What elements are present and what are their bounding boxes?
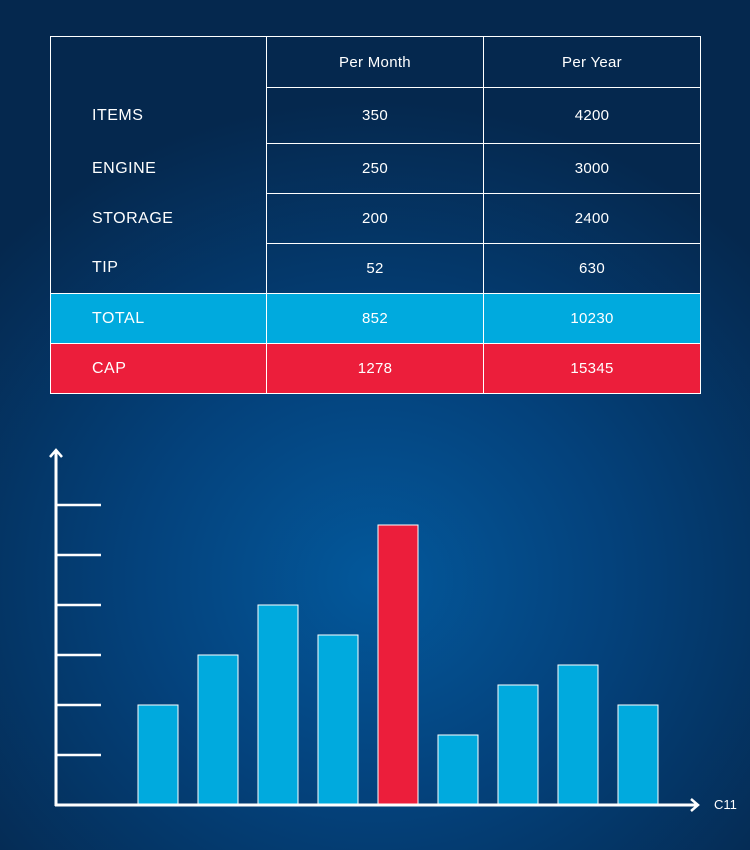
bar [497,684,539,806]
per-month-cell: 200 [266,193,484,244]
bar [197,654,239,806]
bar [617,704,659,806]
row-label: CAP [50,343,267,394]
per-year-cell: 10230 [483,293,701,344]
y-axis-arrow-icon [49,448,63,458]
row-label: ENGINE [50,143,267,194]
bar [137,704,179,806]
per-year-cell: 15345 [483,343,701,394]
bar [257,604,299,806]
table-row-total: TOTAL 852 10230 [50,293,701,344]
per-month-cell: 852 [266,293,484,344]
x-axis-arrow-icon [690,798,700,812]
per-year-cell: 2400 [483,193,701,244]
header-per-year: Per Year [483,36,701,88]
per-month-cell: 1278 [266,343,484,394]
y-ticks-group [56,503,101,757]
per-month-cell: 52 [266,243,484,294]
table-row-items: ITEMS 350 4200 [50,87,701,144]
bar [317,634,359,806]
table-row-engine: ENGINE 250 3000 [50,143,701,194]
bar [437,734,479,806]
per-month-cell: 250 [266,143,484,194]
row-label: TOTAL [50,293,267,344]
row-label: TIP [50,243,267,294]
axes-group [49,448,700,812]
per-year-cell: 4200 [483,87,701,144]
per-month-cell: 350 [266,87,484,144]
table-row-storage: STORAGE 200 2400 [50,193,701,244]
header-per-month: Per Month [266,36,484,88]
bar [557,664,599,806]
table-header-row: Per Month Per Year [50,36,701,88]
table-row-cap: CAP 1278 15345 [50,343,701,394]
per-year-cell: 630 [483,243,701,294]
bar-highlight [377,524,419,806]
cost-table: Per Month Per Year ITEMS 350 4200 ENGINE… [50,36,701,394]
per-year-cell: 3000 [483,143,701,194]
bars-group [137,524,659,806]
header-corner-cell [50,36,267,88]
x-axis-label: C11 [714,797,737,812]
table-row-tip: TIP 52 630 [50,243,701,294]
row-label: STORAGE [50,193,267,244]
bar-chart [49,448,700,812]
row-label: ITEMS [50,87,267,144]
